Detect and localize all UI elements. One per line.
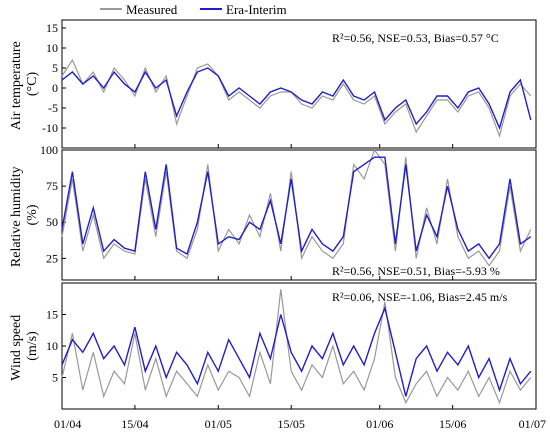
y-tick-label: 50 — [46, 215, 58, 229]
x-tick-labels: 01/04 15/04 01/05 15/05 01/06 15/06 01/07 — [54, 417, 546, 431]
x-tick-label: 01/04 — [54, 417, 81, 431]
stats-annotation-wind-speed: R²=0.06, NSE=-1.06, Bias=2.45 m/s — [332, 290, 508, 304]
stats-annotation-air-temperature: R²=0.56, NSE=0.53, Bias=0.57 °C — [332, 31, 499, 45]
y-axis-label-relative-humidity: Relative humidity (%) — [9, 163, 40, 267]
series-line-era-interim-air-temperature — [61, 67, 532, 131]
y-ticks-air-temperature: -10 -5 0 5 10 15 — [42, 21, 66, 135]
series-line-measured-relative-humidity — [61, 148, 532, 267]
x-ticks-relative-humidity — [61, 276, 537, 280]
y-tick-label: -10 — [42, 121, 58, 135]
y-axis-label-line1: Wind speed — [9, 315, 24, 381]
plot-frame-air-temperature — [61, 19, 537, 149]
legend-label-era-interim: Era-Interim — [226, 2, 287, 17]
y-tick-label: 10 — [46, 41, 58, 55]
x-tick-label: 01/06 — [366, 417, 393, 431]
panel-relative-humidity: 25 50 75 100 R²=0.56, NSE=0.51, Bias=-5.93 … — [9, 143, 537, 281]
x-tick-label: 15/04 — [121, 417, 148, 431]
series-line-era-interim-relative-humidity — [61, 156, 532, 260]
y-tick-label: 25 — [46, 251, 58, 265]
x-tick-label: 01/07 — [519, 417, 546, 431]
y-tick-label: 10 — [46, 339, 58, 353]
y-tick-label: 5 — [52, 61, 58, 75]
y-axis-label-air-temperature: Air temperature (°C) — [9, 38, 40, 131]
y-ticks-wind-speed: 5 10 15 — [46, 308, 66, 385]
y-tick-label: 15 — [46, 21, 58, 35]
x-ticks-wind-speed — [61, 405, 537, 409]
y-axis-label-line2: (%) — [25, 204, 40, 225]
y-tick-label: -5 — [48, 101, 58, 115]
x-ticks-air-temperature — [61, 144, 537, 148]
y-tick-label: 75 — [46, 179, 58, 193]
y-axis-label-line1: Air temperature — [9, 41, 24, 130]
y-axis-label-line2: (m/s) — [25, 331, 40, 361]
y-tick-label: 15 — [46, 308, 58, 322]
series-line-measured-air-temperature — [61, 58, 532, 138]
y-axis-label-wind-speed: Wind speed (m/s) — [9, 311, 40, 380]
y-axis-label-line1: Relative humidity — [9, 166, 24, 267]
legend-label-measured: Measured — [126, 2, 178, 17]
plot-frame-relative-humidity — [61, 149, 537, 281]
series-line-measured-wind-speed — [61, 289, 532, 405]
y-axis-label-line2: (°C) — [25, 72, 40, 97]
x-tick-label: 01/05 — [205, 417, 232, 431]
y-tick-label: 100 — [40, 143, 58, 157]
y-tick-label: 0 — [52, 81, 58, 95]
x-tick-label: 15/05 — [278, 417, 305, 431]
y-ticks-relative-humidity: 25 50 75 100 — [40, 143, 66, 265]
series-line-era-interim-wind-speed — [61, 305, 532, 397]
x-tick-label: 15/06 — [439, 417, 466, 431]
panel-air-temperature: -10 -5 0 5 10 15 R²=0.56, NSE=0.53, Bias=0.57… — [9, 19, 537, 149]
stats-annotation-relative-humidity: R²=0.56, NSE=0.51, Bias=-5.93 % — [332, 264, 500, 278]
legend: Measured Era-Interim — [100, 2, 287, 17]
y-tick-label: 5 — [52, 371, 58, 385]
